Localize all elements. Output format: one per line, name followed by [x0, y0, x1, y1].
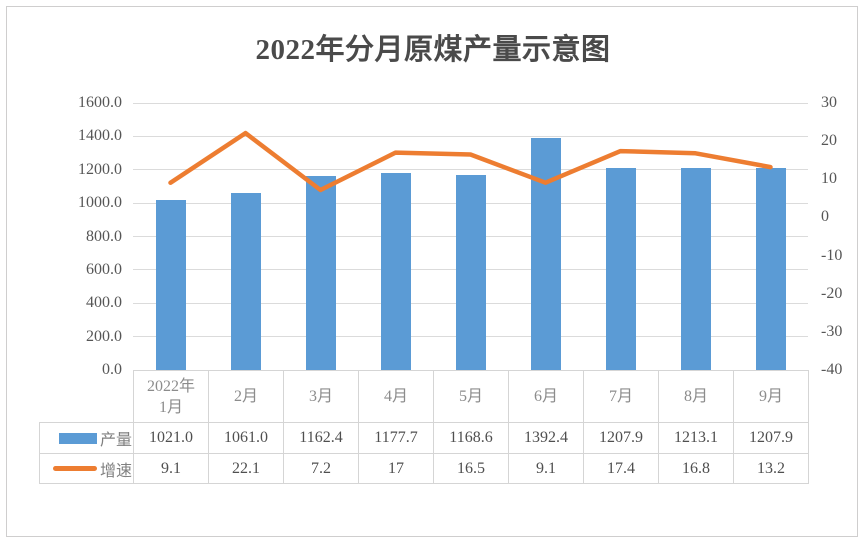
right-tick-label: 20 [821, 132, 837, 150]
left-tick-label: 800.0 [86, 227, 122, 245]
legend-key: 产量 [41, 426, 133, 450]
legend-swatch-bar-icon [58, 432, 97, 444]
left-tick-label: 1000.0 [78, 194, 122, 212]
category-cell: 2月 [208, 370, 284, 423]
category-cell: 6月 [508, 370, 584, 423]
legend-key: 增速 [41, 457, 133, 481]
production-bar [305, 176, 336, 370]
table-corner-blank [40, 371, 134, 423]
plot-area [133, 102, 808, 371]
value-cell: 7.2 [283, 453, 359, 484]
production-bar [230, 192, 261, 370]
left-tick-label: 600.0 [86, 260, 122, 278]
value-cell: 9.1 [508, 453, 584, 484]
legend-label: 增速 [99, 462, 132, 480]
right-tick-label: -20 [821, 284, 843, 302]
category-cell: 9月 [733, 370, 809, 423]
value-cell: 1168.6 [433, 422, 509, 454]
gridline [133, 102, 808, 104]
value-cell: 1392.4 [508, 422, 584, 454]
value-cell: 16.8 [658, 453, 734, 484]
left-tick-label: 1600.0 [78, 94, 122, 111]
category-cell: 2022年 1月 [133, 370, 209, 423]
value-cell: 1213.1 [658, 422, 734, 454]
production-bar [530, 137, 561, 370]
value-cell: 1162.4 [283, 422, 359, 454]
right-tick-label: 10 [821, 170, 837, 188]
value-cell: 17 [358, 453, 434, 484]
right-tick-label: 0 [821, 208, 829, 226]
value-cell: 1177.7 [358, 422, 434, 454]
value-cell: 9.1 [133, 453, 209, 484]
left-tick-label: 0.0 [102, 361, 122, 378]
value-cell: 13.2 [733, 453, 809, 484]
production-bar [155, 199, 186, 370]
category-cell: 7月 [583, 370, 659, 423]
legend-cell: 增速 [39, 453, 134, 484]
value-cell: 1061.0 [208, 422, 284, 454]
category-cell: 8月 [658, 370, 734, 423]
right-tick-label: -30 [821, 322, 843, 340]
value-cell: 1021.0 [133, 422, 209, 454]
value-cell: 1207.9 [733, 422, 809, 454]
data-table: 2022年 1月 2月 3月 4月 5月 6月 7月 8月 9月 产量 1021.0 1061.0 11… [39, 370, 809, 484]
left-tick-label: 1200.0 [78, 160, 122, 178]
category-cell: 3月 [283, 370, 359, 423]
category-cell: 4月 [358, 370, 434, 423]
chart-title: 2022年分月原煤产量示意图 [255, 34, 611, 66]
gridline [133, 135, 808, 137]
legend-swatch-line-icon [52, 466, 97, 471]
legend-label: 产量 [99, 432, 132, 449]
production-bar [605, 168, 636, 370]
value-cell: 16.5 [433, 453, 509, 484]
production-bar [680, 167, 711, 370]
right-tick-label: -40 [821, 361, 843, 378]
production-bar [380, 173, 411, 370]
right-tick-label: 30 [821, 94, 837, 111]
series-row-growth: 增速 9.1 22.1 7.2 17 16.5 9.1 17.4 16.8 13.2 [39, 453, 809, 484]
right-tick-label: -10 [821, 246, 843, 264]
production-bar [755, 168, 786, 370]
left-tick-label: 400.0 [86, 294, 122, 312]
production-bar [455, 174, 486, 370]
category-row: 2022年 1月 2月 3月 4月 5月 6月 7月 8月 9月 [40, 370, 809, 423]
legend-cell: 产量 [39, 422, 134, 454]
value-cell: 22.1 [208, 453, 284, 484]
left-tick-label: 1400.0 [78, 127, 122, 145]
category-cell: 5月 [433, 370, 509, 423]
value-cell: 1207.9 [583, 422, 659, 454]
left-tick-label: 200.0 [86, 327, 122, 345]
value-cell: 17.4 [583, 453, 659, 484]
series-row-production: 产量 1021.0 1061.0 1162.4 1177.7 1168.6 1392.4 12… [39, 422, 809, 454]
